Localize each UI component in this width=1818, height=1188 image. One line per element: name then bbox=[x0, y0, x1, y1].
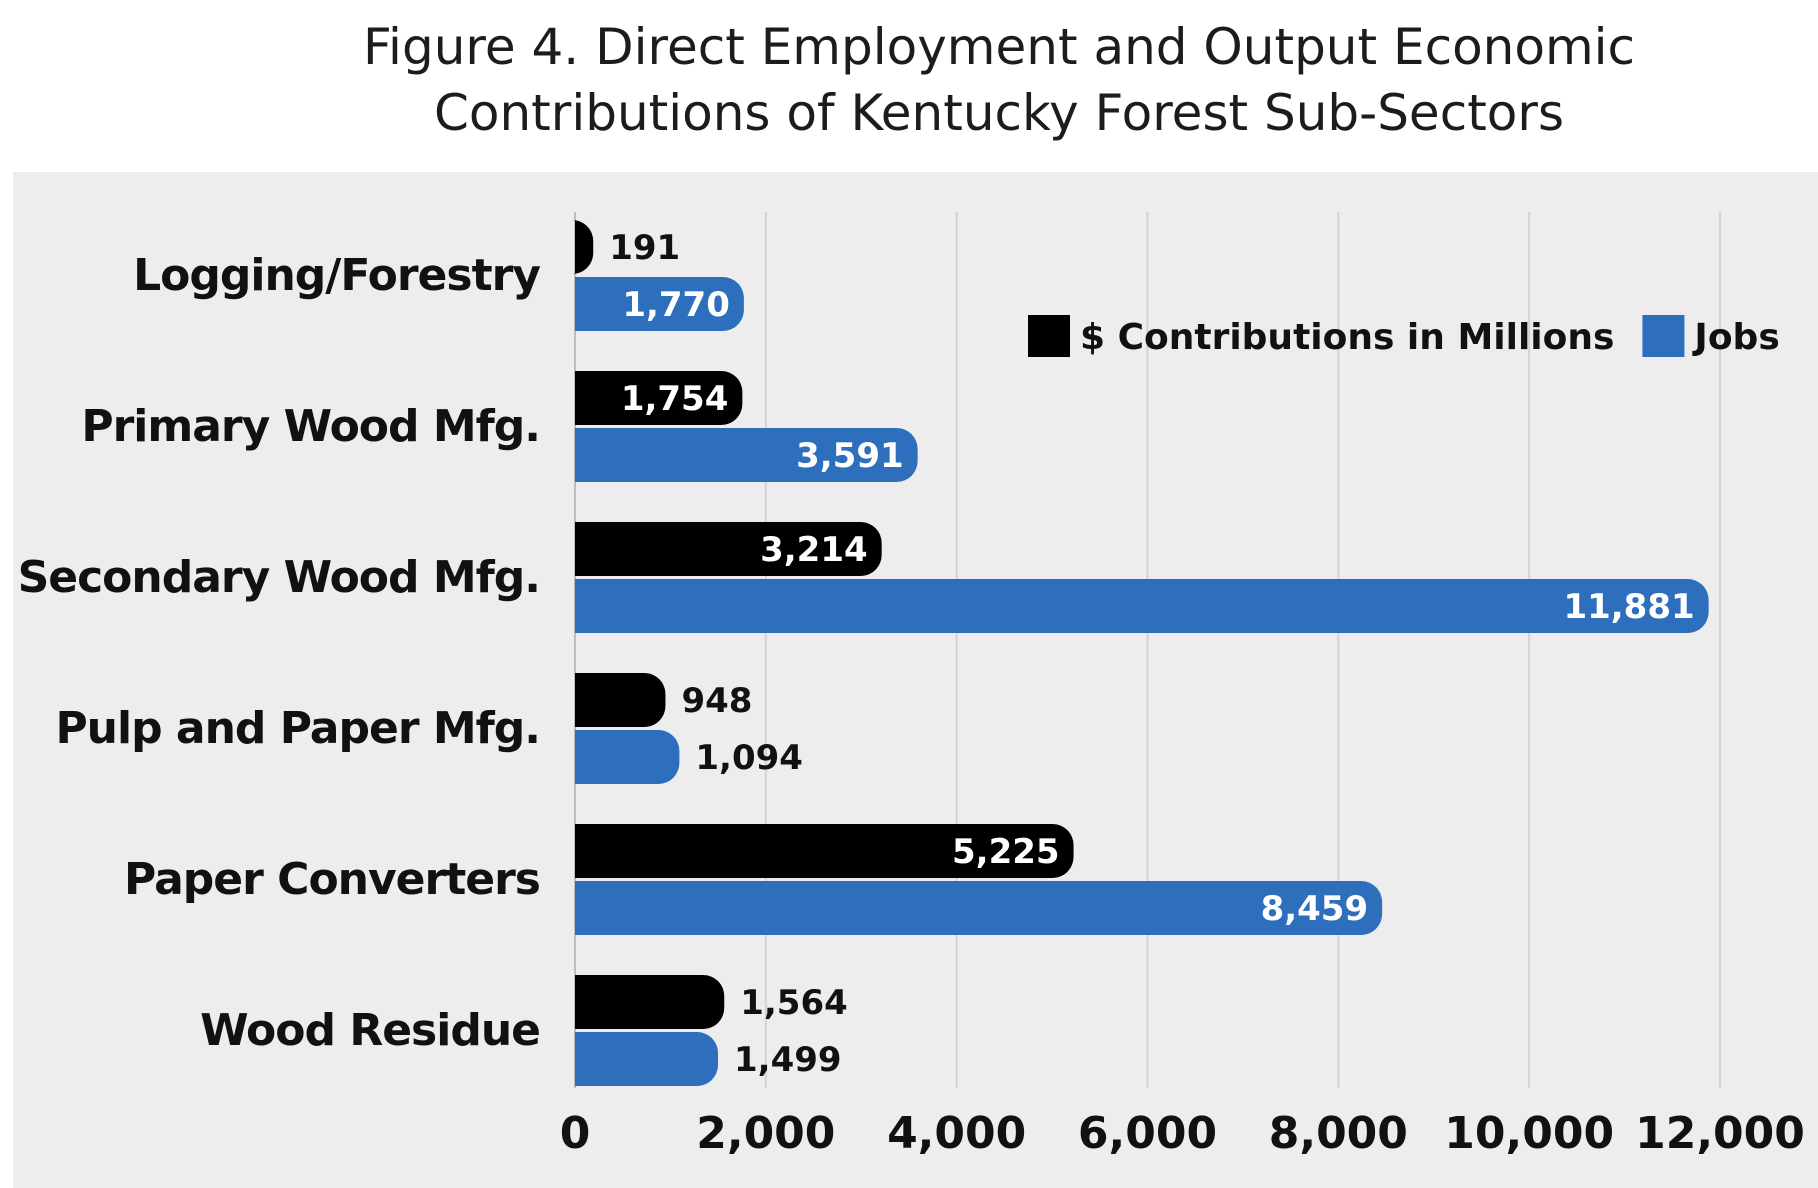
x-tick-label: 2,000 bbox=[696, 1108, 835, 1159]
data-label-contributions-in-millions-pulp-and-paper-mfg: 948 bbox=[681, 681, 752, 721]
gridlines bbox=[574, 212, 1721, 1088]
plot-panel bbox=[13, 172, 1818, 1188]
x-tick-label: 8,000 bbox=[1269, 1108, 1408, 1159]
bar-contributions-in-millions-paper-converters bbox=[575, 824, 1074, 878]
bar-jobs-wood-residue bbox=[575, 1032, 719, 1086]
x-tick-label: 12,000 bbox=[1635, 1108, 1805, 1159]
bar-jobs-paper-converters bbox=[575, 881, 1383, 935]
category-label-logging-forestry: Logging/Forestry bbox=[133, 250, 540, 301]
data-label-jobs-wood-residue: 1,499 bbox=[734, 1040, 842, 1080]
category-labels: Logging/Forestry Primary Wood Mfg. Seconda… bbox=[18, 250, 542, 1056]
bar-jobs-primary-wood-mfg bbox=[575, 428, 918, 482]
bar-jobs-pulp-and-paper-mfg bbox=[575, 730, 680, 784]
data-label-jobs-secondary-wood-mfg: 11,881 bbox=[1563, 587, 1694, 627]
data-label-contributions-in-millions-secondary-wood-mfg: 3,214 bbox=[760, 530, 868, 570]
category-label-secondary-wood-mfg: Secondary Wood Mfg. bbox=[18, 552, 540, 603]
data-label-jobs-paper-converters: 8,459 bbox=[1261, 889, 1369, 929]
chart-title-line-2: Contributions of Kentucky Forest Sub-Sec… bbox=[433, 84, 1564, 142]
x-axis-tick-labels: 0 2,000 4,000 6,000 8,000 10,000 12,000 bbox=[560, 1108, 1805, 1159]
x-tick-label: 6,000 bbox=[1078, 1108, 1217, 1159]
legend-label-jobs: Jobs bbox=[1691, 317, 1779, 358]
bar-contributions-in-millions-logging-forestry bbox=[572, 220, 594, 274]
x-tick-label: 10,000 bbox=[1444, 1108, 1614, 1159]
data-label-contributions-in-millions-wood-residue: 1,564 bbox=[740, 983, 848, 1023]
category-label-pulp-and-paper-mfg: Pulp and Paper Mfg. bbox=[55, 703, 540, 754]
bar-contributions-in-millions-secondary-wood-mfg bbox=[575, 522, 882, 576]
bar-contributions-in-millions-primary-wood-mfg bbox=[575, 371, 743, 425]
category-label-primary-wood-mfg: Primary Wood Mfg. bbox=[81, 401, 540, 452]
legend-swatch-contributions-in-millions bbox=[1028, 315, 1070, 357]
category-label-paper-converters: Paper Converters bbox=[124, 854, 540, 905]
legend: $ Contributions in Millions Jobs bbox=[1028, 315, 1780, 358]
data-label-contributions-in-millions-primary-wood-mfg: 1,754 bbox=[621, 379, 729, 419]
data-label-jobs-primary-wood-mfg: 3,591 bbox=[796, 436, 904, 476]
bars: 191 1,770 1,754 3,591 3,214 11,881 948 1,094 5,2… bbox=[572, 220, 1709, 1086]
bar-contributions-in-millions-wood-residue bbox=[575, 975, 725, 1029]
bar-jobs-logging-forestry bbox=[575, 277, 744, 331]
chart-title: Figure 4. Direct Employment and Output E… bbox=[0, 14, 1818, 146]
data-label-jobs-pulp-and-paper-mfg: 1,094 bbox=[695, 738, 803, 778]
bar-jobs-secondary-wood-mfg bbox=[575, 579, 1709, 633]
x-tick-label: 4,000 bbox=[887, 1108, 1026, 1159]
category-label-wood-residue: Wood Residue bbox=[200, 1005, 540, 1056]
legend-label-contributions-in-millions: $ Contributions in Millions bbox=[1080, 317, 1614, 358]
data-label-contributions-in-millions-logging-forestry: 191 bbox=[609, 228, 680, 268]
data-label-contributions-in-millions-paper-converters: 5,225 bbox=[952, 832, 1060, 872]
data-label-jobs-logging-forestry: 1,770 bbox=[622, 285, 730, 325]
x-tick-label: 0 bbox=[560, 1108, 591, 1159]
legend-swatch-jobs bbox=[1642, 315, 1685, 357]
chart-title-line-1: Figure 4. Direct Employment and Output E… bbox=[362, 18, 1636, 76]
bar-contributions-in-millions-pulp-and-paper-mfg bbox=[575, 673, 666, 727]
